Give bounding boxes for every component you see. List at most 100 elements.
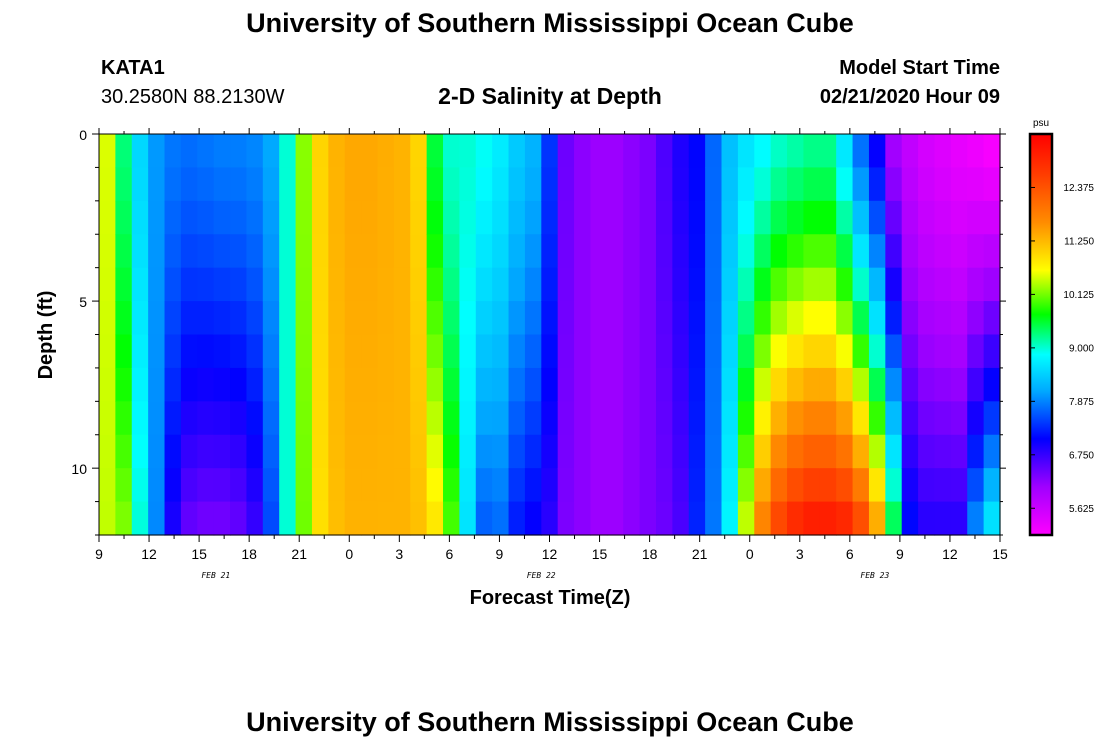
heatmap-cell xyxy=(475,434,493,469)
heatmap-cell xyxy=(393,367,411,402)
heatmap-cell xyxy=(279,267,297,302)
heatmap-cell xyxy=(934,234,952,269)
heatmap-cell xyxy=(803,200,821,235)
heatmap-cell xyxy=(934,334,952,369)
heatmap-cell xyxy=(230,200,248,235)
heatmap-cell xyxy=(426,401,444,436)
heatmap-cell xyxy=(508,267,526,302)
heatmap-cell xyxy=(721,468,739,503)
heatmap-cell xyxy=(361,301,379,336)
heatmap-cell xyxy=(426,501,444,536)
heatmap-cell xyxy=(918,234,936,269)
heatmap-cell xyxy=(541,334,559,369)
x-tick-label: 9 xyxy=(896,546,904,562)
heatmap-cell xyxy=(148,468,166,503)
heatmap-cell xyxy=(623,501,641,536)
heatmap-cell xyxy=(934,401,952,436)
heatmap-cell xyxy=(868,267,886,302)
heatmap-cell xyxy=(787,167,805,202)
heatmap-cell xyxy=(852,334,870,369)
heatmap-cell xyxy=(901,167,919,202)
heatmap-cell xyxy=(361,234,379,269)
heatmap-cell xyxy=(492,267,510,302)
heatmap-cell xyxy=(623,167,641,202)
heatmap-cell xyxy=(115,367,133,402)
heatmap-cell xyxy=(934,468,952,503)
heatmap-cell xyxy=(246,367,264,402)
heatmap-cell xyxy=(410,200,428,235)
heatmap-cell xyxy=(672,434,690,469)
heatmap-cell xyxy=(852,468,870,503)
heatmap-cell xyxy=(426,234,444,269)
heatmap-cell xyxy=(262,367,280,402)
heatmap-cell xyxy=(230,401,248,436)
heatmap-cell xyxy=(115,167,133,202)
heatmap-cell xyxy=(590,134,608,169)
heatmap-cell xyxy=(361,468,379,503)
heatmap-cell xyxy=(737,434,755,469)
heatmap-cell xyxy=(655,134,673,169)
heatmap-cell xyxy=(606,401,624,436)
heatmap-cell xyxy=(524,367,542,402)
heatmap-cell xyxy=(688,367,706,402)
heatmap-cell xyxy=(475,167,493,202)
heatmap-cell xyxy=(230,367,248,402)
heatmap-cell xyxy=(393,234,411,269)
heatmap-cell xyxy=(344,301,362,336)
heatmap-cell xyxy=(377,468,395,503)
heatmap-cell xyxy=(344,434,362,469)
heatmap-cell xyxy=(115,334,133,369)
heatmap-cell xyxy=(99,267,116,302)
heatmap-cell xyxy=(410,134,428,169)
heatmap-cell xyxy=(950,501,968,536)
heatmap-cell xyxy=(410,234,428,269)
heatmap-cell xyxy=(803,334,821,369)
heatmap-cell xyxy=(770,367,788,402)
heatmap-cell xyxy=(639,301,657,336)
heatmap-cell xyxy=(164,434,182,469)
heatmap-cell xyxy=(639,267,657,302)
heatmap-cell xyxy=(672,334,690,369)
heatmap-cell xyxy=(148,200,166,235)
heatmap-cell xyxy=(623,367,641,402)
heatmap-cell xyxy=(918,301,936,336)
heatmap-cell xyxy=(508,468,526,503)
heatmap-cell xyxy=(574,367,592,402)
colorbar-label: 7.875 xyxy=(1069,397,1094,408)
heatmap-cell xyxy=(393,401,411,436)
heatmap-cell xyxy=(606,501,624,536)
heatmap-cell xyxy=(115,234,133,269)
heatmap-cell xyxy=(344,501,362,536)
heatmap-cell xyxy=(377,501,395,536)
heatmap-cell xyxy=(934,267,952,302)
heatmap-cell xyxy=(459,434,477,469)
heatmap-cell xyxy=(262,167,280,202)
heatmap-cell xyxy=(672,200,690,235)
heatmap-cell xyxy=(983,134,1001,169)
heatmap-cell xyxy=(901,267,919,302)
heatmap-cell xyxy=(115,501,133,536)
heatmap-cell xyxy=(459,334,477,369)
heatmap-cell xyxy=(410,501,428,536)
heatmap-cell xyxy=(426,267,444,302)
heatmap-cell xyxy=(885,434,903,469)
heatmap-cell xyxy=(443,301,460,336)
heatmap-cell xyxy=(524,267,542,302)
heatmap-cell xyxy=(492,468,510,503)
heatmap-cell xyxy=(246,234,264,269)
heatmap-cell xyxy=(770,434,788,469)
heatmap-cell xyxy=(590,334,608,369)
heatmap-cell xyxy=(770,234,788,269)
heatmap-cell xyxy=(819,367,837,402)
heatmap-cell xyxy=(524,134,542,169)
heatmap-cell xyxy=(819,200,837,235)
heatmap-cell xyxy=(279,200,297,235)
x-tick-label: 15 xyxy=(992,546,1008,562)
heatmap-cell xyxy=(918,434,936,469)
heatmap-cell xyxy=(180,200,198,235)
heatmap-cell xyxy=(606,334,624,369)
heatmap-cell xyxy=(279,367,297,402)
heatmap-cell xyxy=(885,301,903,336)
chart-subtitle: 2-D Salinity at Depth xyxy=(438,83,662,109)
heatmap-cell xyxy=(213,301,231,336)
